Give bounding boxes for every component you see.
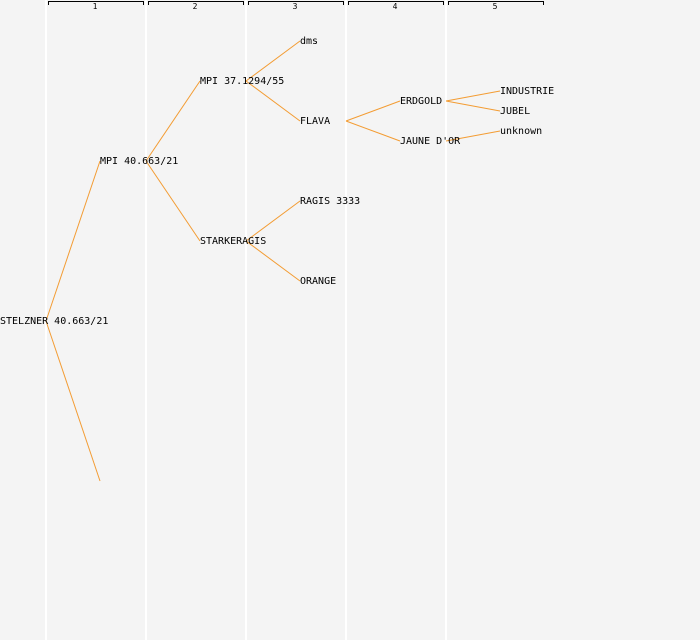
link-g2-ffm xyxy=(245,80,301,122)
generation-bracket xyxy=(448,1,544,5)
generation-bracket xyxy=(148,1,244,5)
column-divider xyxy=(145,0,147,640)
generation-label-4: 4 xyxy=(392,2,398,11)
node-g3-fmm[interactable]: ORANGE xyxy=(300,276,337,287)
link-g1-fm xyxy=(145,160,201,242)
generation-bracket xyxy=(348,1,444,5)
column-divider xyxy=(345,0,347,640)
generation-label-5: 5 xyxy=(492,2,498,11)
node-g5-ffmfm[interactable]: JUBEL xyxy=(500,106,531,117)
column-divider xyxy=(245,0,247,640)
link-g4-ffmfm xyxy=(445,100,501,112)
link-g2-fmm xyxy=(245,240,301,282)
generation-label-2: 2 xyxy=(192,2,198,11)
generation-bracket xyxy=(48,1,144,5)
node-root[interactable]: STELZNER 40.663/21 xyxy=(0,316,109,327)
node-sire[interactable]: MPI 40.663/21 xyxy=(100,156,179,167)
node-g3-ffm[interactable]: FLAVA xyxy=(300,116,331,127)
link-root-mother xyxy=(45,320,101,482)
node-sire-dam[interactable]: STARKERAGIS xyxy=(200,236,267,247)
node-g4-ffmf[interactable]: ERDGOLD xyxy=(400,96,443,107)
generation-label-1: 1 xyxy=(92,2,98,11)
link-g3-ffmf xyxy=(345,100,401,122)
node-g3-fmf[interactable]: RAGIS 3333 xyxy=(300,196,361,207)
node-g4-ffmm[interactable]: JAUNE D'OR xyxy=(400,136,461,147)
link-g4-ffmff xyxy=(445,90,501,102)
link-g4-ffmmf xyxy=(445,130,501,142)
node-sire-sire[interactable]: MPI 37.1294/55 xyxy=(200,76,285,87)
node-g5-ffmff[interactable]: INDUSTRIE xyxy=(500,86,555,97)
generation-label-3: 3 xyxy=(292,2,298,11)
link-g3-ffmm xyxy=(345,120,401,142)
link-g2-fmf xyxy=(245,200,301,242)
link-root-father xyxy=(45,160,101,322)
link-g1-ff xyxy=(145,80,201,162)
column-divider xyxy=(445,0,447,640)
node-g3-fff[interactable]: dms xyxy=(300,36,319,47)
generation-bracket xyxy=(248,1,344,5)
node-g5-ffmmf[interactable]: unknown xyxy=(500,126,543,137)
link-g2-fff xyxy=(245,40,301,82)
